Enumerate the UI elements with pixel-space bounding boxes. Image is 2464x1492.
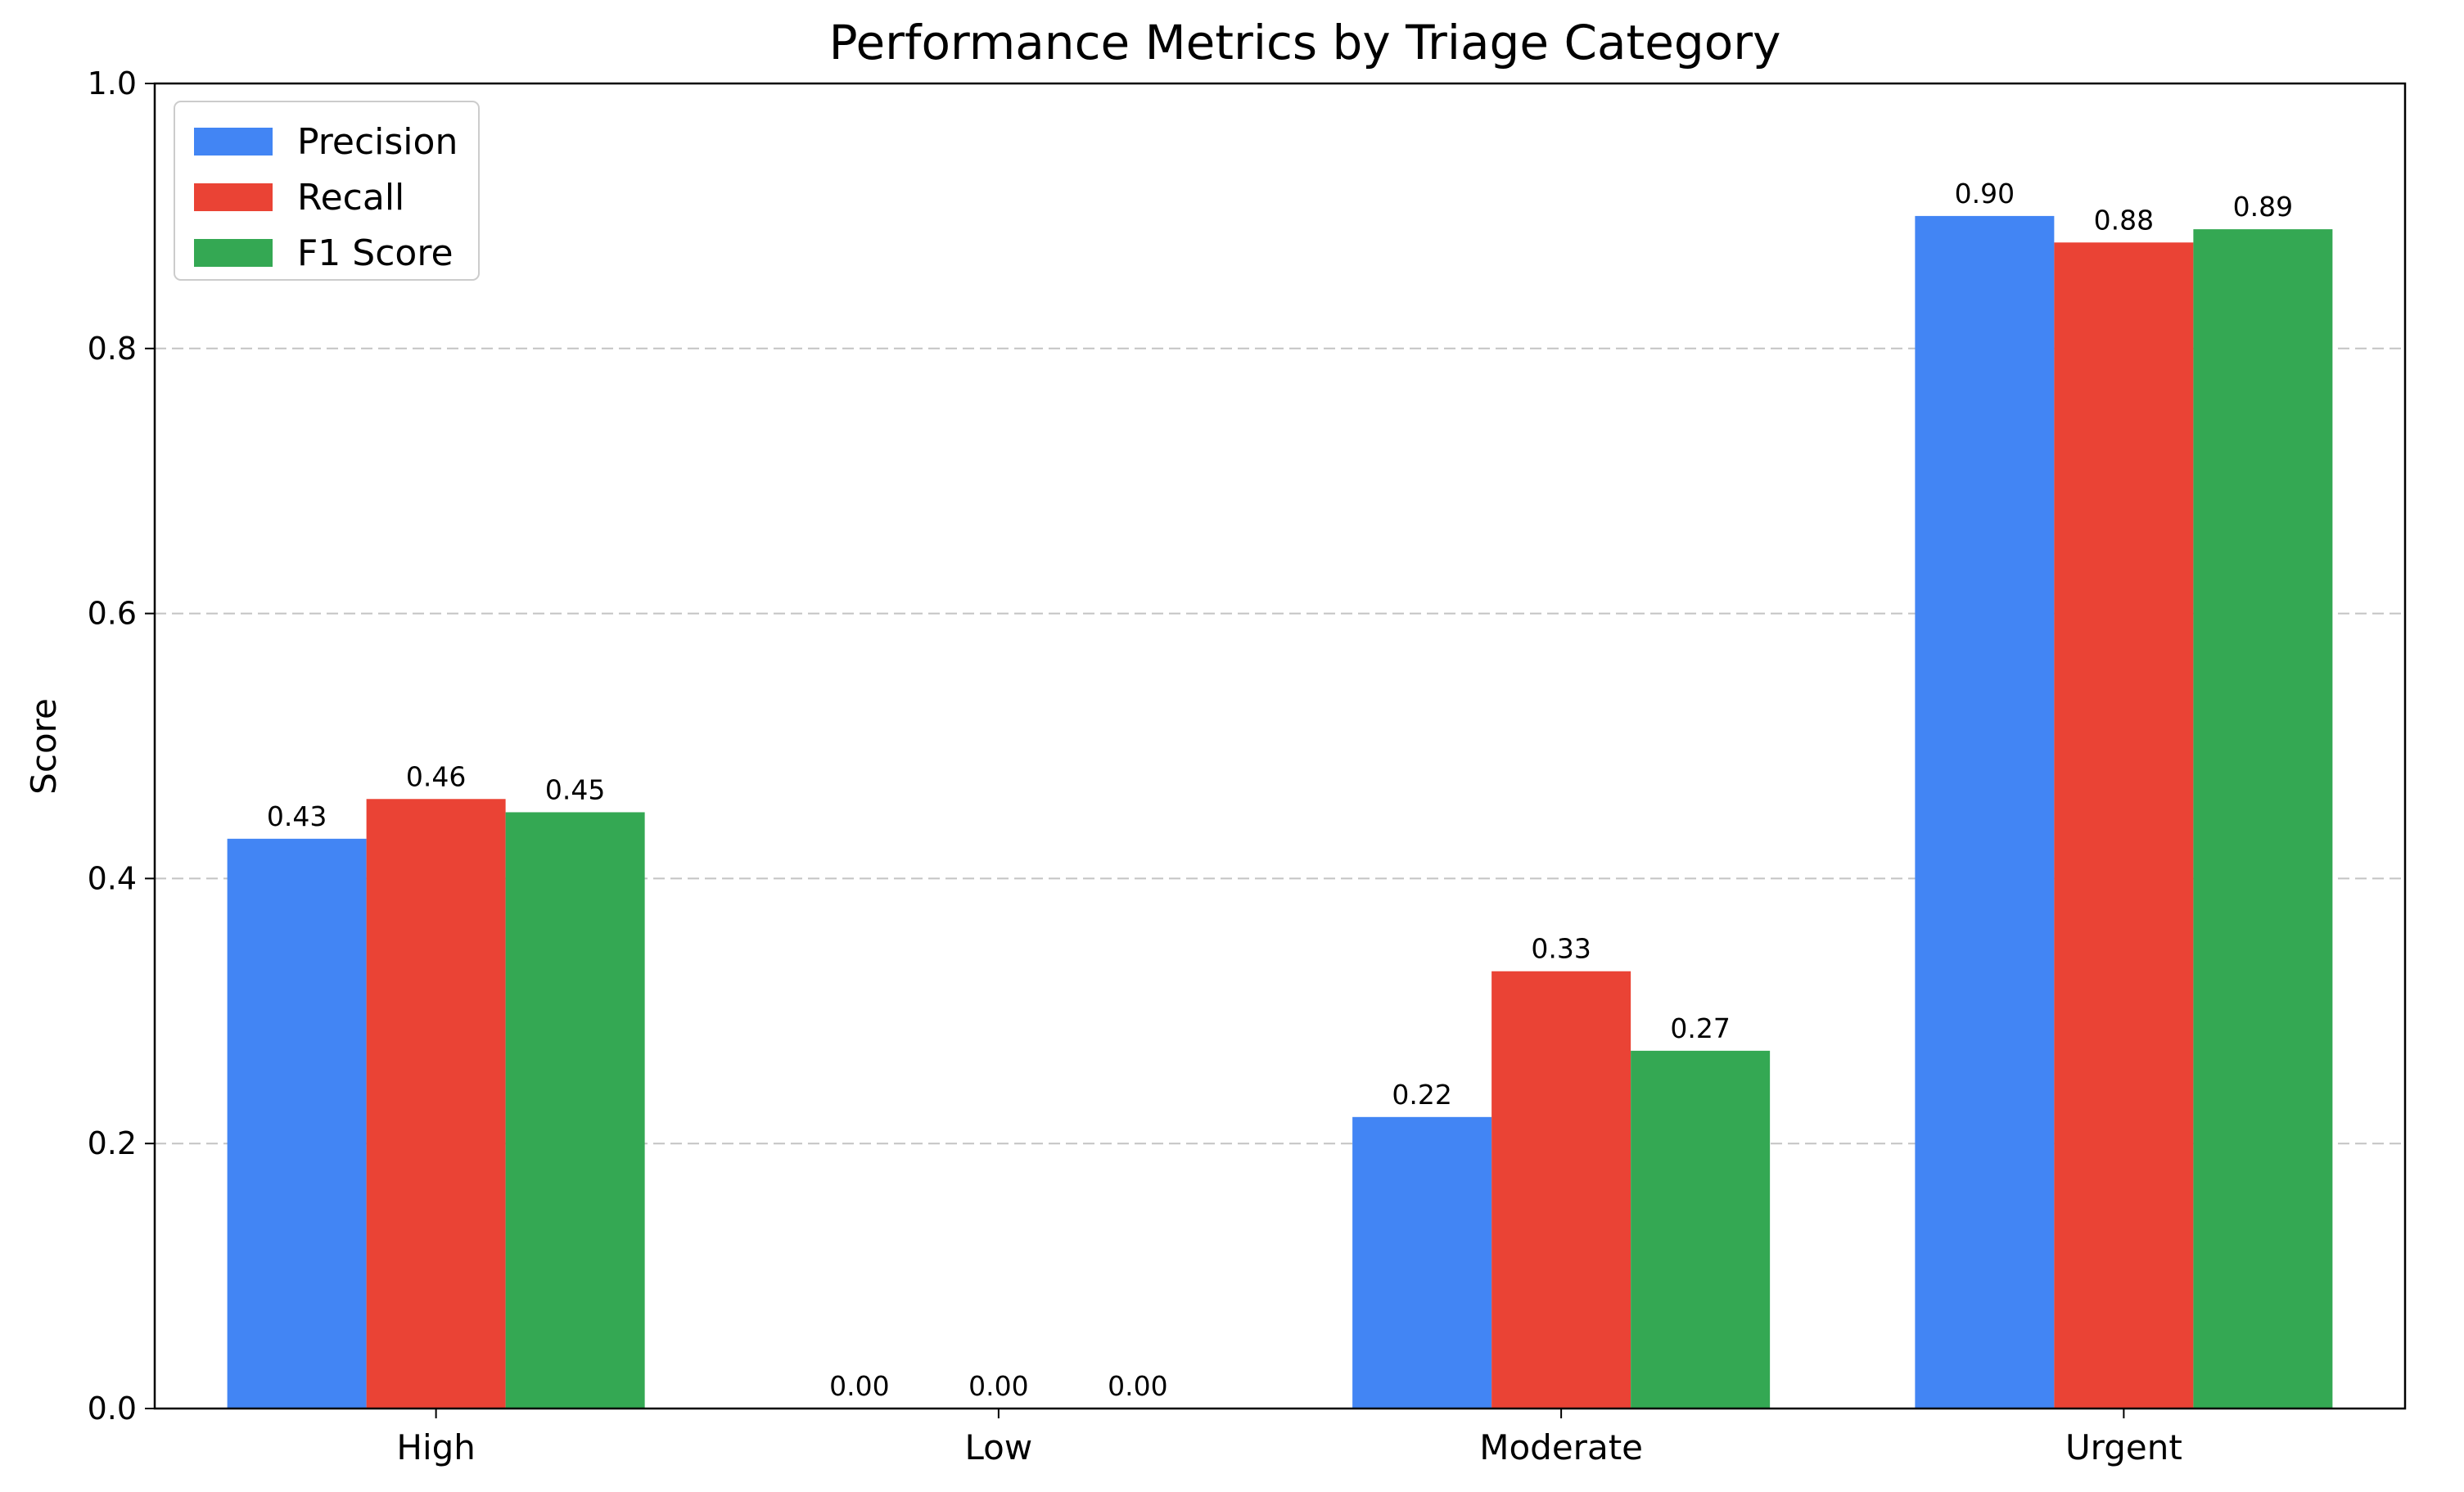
data-label-precision-high: 0.43 (267, 800, 327, 832)
data-label-recall-moderate: 0.33 (1531, 933, 1591, 965)
data-labels: 0.43 0.46 0.45 0.00 0.00 0.00 0.22 0.33 0.27 0.90… (267, 178, 2293, 1402)
bar-precision-high (227, 838, 367, 1409)
x-tick-label-high: High (396, 1427, 476, 1467)
data-label-f1-score-moderate: 0.27 (1670, 1012, 1730, 1044)
legend-swatch-f1-score (194, 239, 273, 267)
bar-f1-score-moderate (1631, 1050, 1771, 1409)
legend-label-f1-score: F1 Score (297, 232, 454, 274)
y-tick-label: 0.8 (88, 331, 137, 367)
bar-f1-score-high (505, 812, 645, 1409)
legend-swatch-recall (194, 183, 273, 211)
x-tick-label-moderate: Moderate (1479, 1427, 1643, 1467)
y-tick-label: 0.4 (88, 860, 137, 896)
bar-f1-score-urgent (2193, 229, 2333, 1409)
data-label-recall-urgent: 0.88 (2094, 204, 2154, 236)
data-label-recall-high: 0.46 (406, 760, 466, 792)
bar-precision-moderate (1352, 1116, 1492, 1409)
bar-recall-moderate (1491, 971, 1631, 1409)
data-label-f1-score-urgent: 0.89 (2233, 191, 2293, 223)
y-axis-label: Score (24, 698, 64, 795)
data-label-f1-score-low: 0.00 (1108, 1370, 1167, 1402)
y-tick-label: 1.0 (88, 65, 137, 101)
plot-frame (153, 82, 2407, 1410)
data-label-precision-low: 0.00 (829, 1370, 889, 1402)
legend-label-recall: Recall (297, 177, 404, 219)
y-tick-label: 0.2 (88, 1125, 137, 1161)
data-label-recall-low: 0.00 (968, 1370, 1028, 1402)
x-tick-label-urgent: Urgent (2065, 1427, 2182, 1467)
data-label-precision-urgent: 0.90 (1955, 178, 2015, 210)
data-label-precision-moderate: 0.22 (1392, 1079, 1451, 1111)
bar-recall-high (366, 799, 506, 1409)
legend: Precision Recall F1 Score (174, 101, 480, 281)
y-tick-label: 0.0 (88, 1391, 137, 1427)
axes: 0.0 0.2 0.4 0.6 0.8 1.0 High Low Moderate Urgent (88, 65, 2407, 1467)
legend-swatch-precision (194, 128, 273, 156)
y-tick-label: 0.6 (88, 596, 137, 632)
x-tick-label-low: Low (965, 1427, 1033, 1467)
bars (227, 215, 2333, 1409)
data-label-f1-score-high: 0.45 (545, 773, 605, 805)
chart-title: Performance Metrics by Triage Category (829, 15, 1781, 70)
legend-label-precision: Precision (297, 121, 458, 163)
bar-precision-urgent (1915, 215, 2055, 1409)
bar-recall-urgent (2054, 242, 2194, 1409)
